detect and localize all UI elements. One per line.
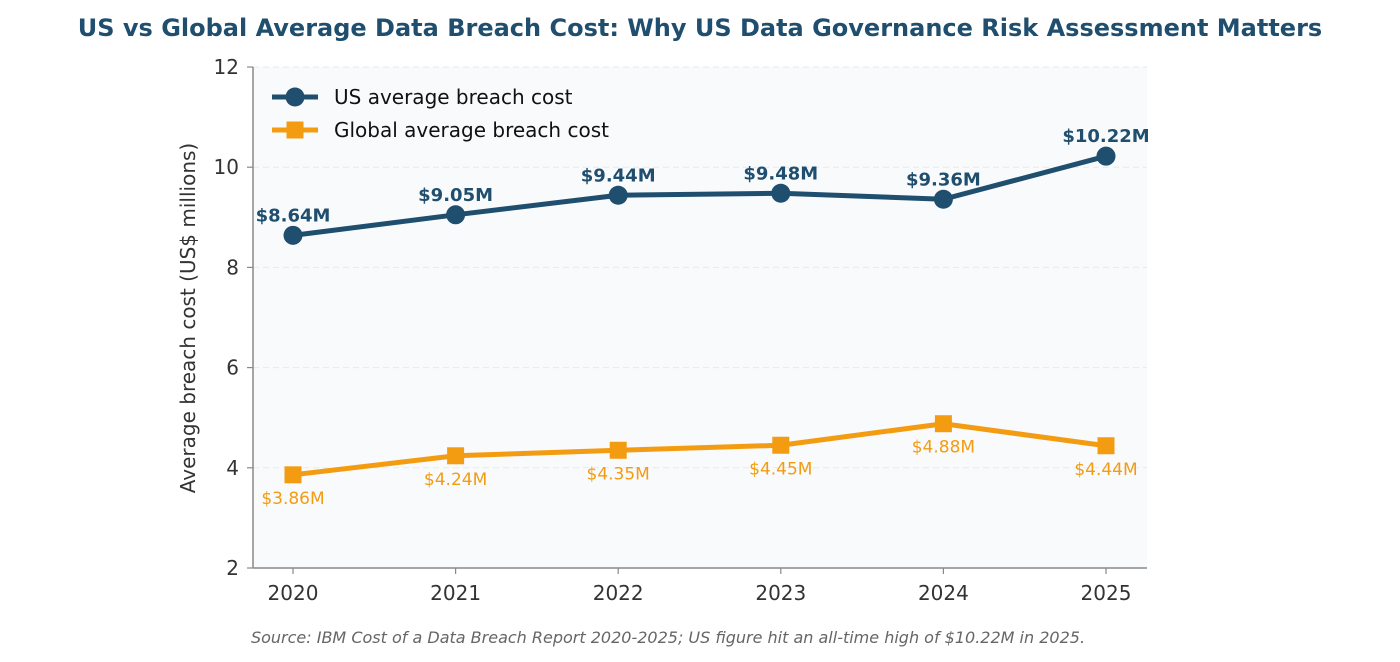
legend-global-label: Global average breach cost [334, 118, 609, 142]
us-data-point [1096, 146, 1116, 166]
global-data-label: $4.88M [912, 438, 975, 458]
x-axis-ticks: 2020 2021 2022 2023 2024 2025 [268, 568, 1132, 605]
legend: US average breach cost Global average bre… [272, 85, 609, 142]
y-axis-label: Average breach cost (US$ millions) [176, 143, 200, 493]
global-series-line [290, 421, 1109, 478]
us-data-point [446, 205, 466, 225]
global-data-point [1097, 437, 1115, 455]
us-data-label: $8.64M [256, 205, 331, 226]
y-tick-label: 8 [226, 255, 239, 279]
us-series-line [290, 153, 1109, 238]
x-tick-label: 2020 [268, 581, 319, 605]
us-data-point [283, 225, 303, 245]
y-tick-label: 2 [226, 556, 239, 580]
global-data-point [609, 441, 627, 459]
y-tick-label: 6 [226, 356, 239, 380]
us-data-label: $9.05M [418, 185, 493, 206]
source-note: Source: IBM Cost of a Data Breach Report… [251, 628, 1085, 647]
us-data-point [771, 183, 791, 203]
global-data-point [447, 447, 465, 465]
legend-us-marker [285, 87, 305, 107]
us-data-point [608, 185, 628, 205]
global-data-point [284, 466, 302, 484]
us-data-label: $9.36M [906, 169, 981, 190]
global-data-label: $4.45M [749, 459, 812, 479]
x-tick-label: 2025 [1081, 581, 1132, 605]
us-data-label: $9.44M [581, 165, 656, 186]
plot-area [253, 67, 1147, 568]
x-tick-label: 2021 [430, 581, 481, 605]
x-tick-label: 2023 [755, 581, 806, 605]
global-data-label: $4.44M [1074, 460, 1137, 480]
y-axis-ticks: 2 4 6 8 10 12 [214, 55, 253, 580]
us-data-label: $10.22M [1062, 126, 1149, 147]
us-data-point [933, 189, 953, 209]
series [283, 146, 1116, 484]
grid-lines [253, 66, 1147, 469]
us-data-label: $9.48M [743, 163, 818, 184]
global-data-point [934, 415, 952, 433]
x-tick-label: 2022 [593, 581, 644, 605]
y-tick-label: 10 [214, 155, 239, 179]
axes [252, 67, 1147, 569]
x-tick-label: 2024 [918, 581, 969, 605]
global-data-label: $4.35M [587, 464, 650, 484]
y-tick-label: 4 [226, 456, 239, 480]
data-labels: $8.64M $9.05M $9.44M $9.48M $9.36M $10.22M $3.… [256, 126, 1150, 509]
global-data-label: $4.24M [424, 470, 487, 490]
y-tick-label: 12 [214, 55, 239, 79]
legend-global-marker [286, 121, 304, 139]
legend-us-label: US average breach cost [334, 85, 573, 109]
chart-title: US vs Global Average Data Breach Cost: W… [78, 14, 1322, 42]
global-data-point [772, 436, 790, 454]
global-data-label: $3.86M [261, 489, 324, 509]
